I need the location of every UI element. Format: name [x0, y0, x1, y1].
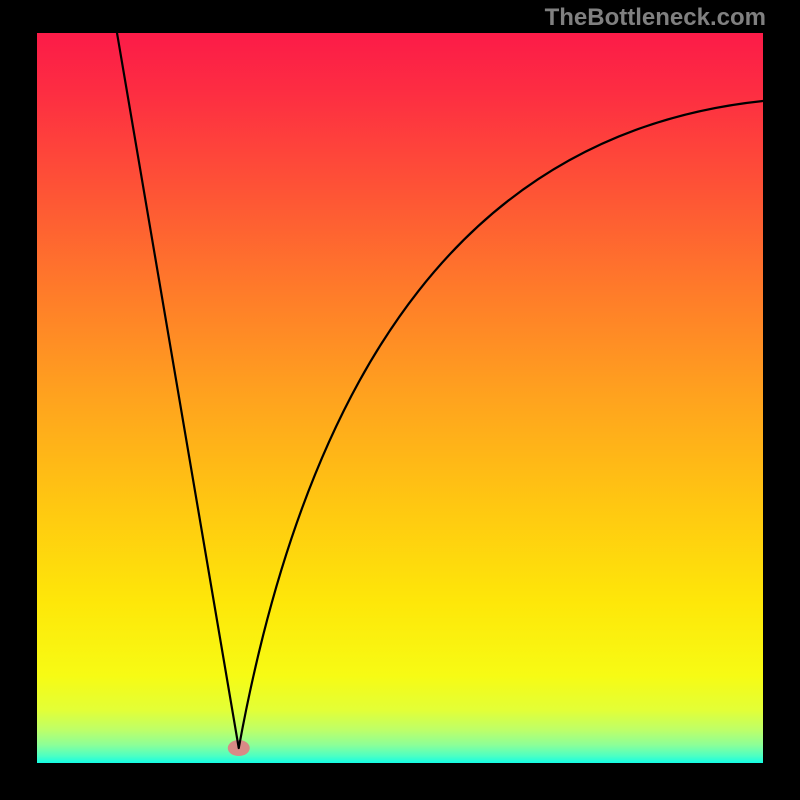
watermark-text: TheBottleneck.com: [545, 4, 766, 32]
plot-area: [37, 33, 763, 763]
chart-frame: TheBottleneck.com: [0, 0, 800, 800]
chart-svg: [37, 33, 763, 763]
gradient-background: [37, 33, 763, 763]
